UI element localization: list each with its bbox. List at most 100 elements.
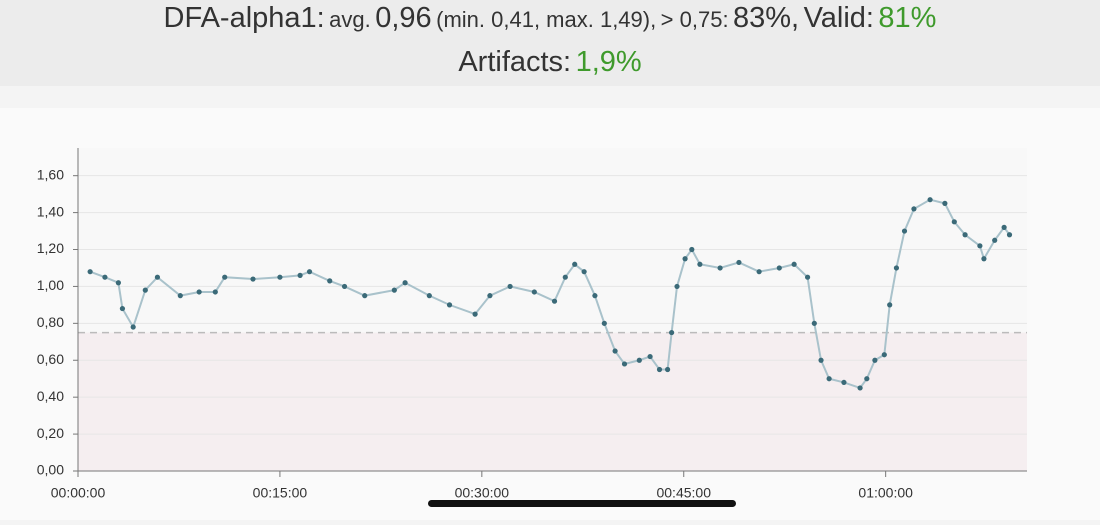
y-tick-label: 0,60	[37, 351, 64, 367]
y-tick-label: 0,80	[37, 314, 64, 330]
data-point	[130, 324, 136, 330]
data-point	[592, 293, 598, 299]
value: 1,9%	[575, 46, 642, 78]
y-tick-label: 1,60	[37, 166, 64, 182]
data-point	[664, 366, 671, 373]
home-indicator	[428, 500, 736, 507]
data-point	[222, 274, 228, 280]
x-tick-label: 00:30:00	[455, 485, 510, 501]
data-point	[669, 329, 675, 336]
data-point	[341, 283, 348, 290]
data-point	[402, 280, 408, 286]
data-point	[857, 385, 863, 391]
data-point	[818, 357, 824, 363]
data-point	[102, 274, 108, 280]
data-point	[581, 269, 587, 275]
data-point	[306, 269, 313, 275]
data-point	[811, 320, 817, 326]
y-tick-label: 1,20	[37, 240, 64, 256]
y-tick-label: 1,00	[37, 277, 64, 293]
data-point	[901, 228, 908, 234]
data-point	[951, 219, 957, 225]
data-point	[297, 272, 303, 278]
data-point	[327, 278, 333, 284]
label: DFA-alpha1:	[163, 2, 325, 34]
data-point	[981, 256, 987, 262]
x-tick-label: 00:15:00	[253, 485, 308, 501]
data-point	[391, 287, 397, 293]
data-point	[196, 289, 202, 295]
data-point	[887, 302, 893, 308]
series-line	[89, 198, 1011, 390]
data-point	[962, 232, 968, 238]
data-point	[531, 289, 537, 295]
data-point	[154, 274, 161, 280]
data-point	[472, 311, 478, 317]
data-point	[1006, 232, 1013, 238]
data-point	[487, 293, 493, 299]
data-point	[674, 283, 680, 290]
data-point	[893, 265, 900, 271]
data-point	[927, 197, 933, 203]
range: (min. 0,41, max. 1,49),	[436, 7, 657, 32]
data-point	[804, 274, 811, 280]
data-point	[551, 298, 558, 304]
data-point	[776, 265, 782, 271]
summary-header: DFA-alpha1: avg. 0,96 (min. 0,41, max. 1…	[0, 0, 1100, 86]
data-point	[689, 246, 695, 253]
data-point	[1001, 224, 1007, 230]
data-point	[177, 293, 183, 299]
summary-line: Artifacts: 1,9%	[0, 46, 1100, 79]
data-point	[250, 276, 256, 282]
data-point	[426, 293, 432, 299]
label: Valid:	[803, 2, 874, 34]
data-point	[142, 287, 148, 293]
data-point	[826, 376, 832, 382]
data-point	[872, 357, 878, 363]
value: 83%,	[733, 2, 800, 34]
y-tick-label: 0,40	[37, 388, 64, 404]
data-point	[656, 366, 663, 373]
data-point	[841, 379, 847, 386]
chart-card: 0,00 0,20 0,40 0,60 0,80 1,00 1,20 1,40 1,60 00:0…	[0, 108, 1100, 520]
data-point	[911, 206, 917, 212]
data-point	[87, 269, 93, 275]
value: 81%	[878, 2, 937, 34]
y-tick-label: 0,00	[37, 462, 64, 478]
value: 0,96	[375, 2, 432, 34]
data-point	[636, 357, 642, 363]
data-point	[562, 274, 568, 280]
data-point	[736, 259, 742, 266]
data-point	[572, 261, 578, 267]
data-point	[362, 293, 368, 299]
data-point	[682, 256, 688, 262]
data-point	[881, 352, 887, 358]
data-point	[977, 243, 983, 249]
data-point	[864, 376, 870, 382]
data-point	[756, 269, 762, 275]
data-point	[212, 289, 218, 295]
data-point	[277, 274, 283, 280]
data-point	[119, 305, 126, 312]
label: avg.	[329, 7, 371, 32]
y-tick-label: 1,40	[37, 203, 64, 219]
data-point	[115, 280, 121, 286]
label: > 0,75:	[660, 7, 729, 32]
data-point	[697, 261, 703, 267]
data-point	[647, 353, 653, 360]
data-point	[507, 283, 513, 290]
data-point	[601, 320, 607, 326]
y-tick-label: 0,20	[37, 425, 64, 441]
data-point	[992, 237, 998, 243]
x-tick-label: 00:45:00	[656, 485, 711, 501]
data-point	[791, 261, 797, 267]
data-point	[446, 302, 453, 308]
below-threshold-area	[78, 332, 1027, 471]
data-point	[942, 200, 948, 206]
summary-line: DFA-alpha1: avg. 0,96 (min. 0,41, max. 1…	[0, 2, 1100, 35]
data-point	[717, 265, 723, 271]
x-tick-label: 01:00:00	[858, 485, 913, 501]
chart: 0,00 0,20 0,40 0,60 0,80 1,00 1,20 1,40 1,60 00:0…	[37, 148, 1027, 501]
x-tick-label: 00:00:00	[51, 485, 106, 501]
